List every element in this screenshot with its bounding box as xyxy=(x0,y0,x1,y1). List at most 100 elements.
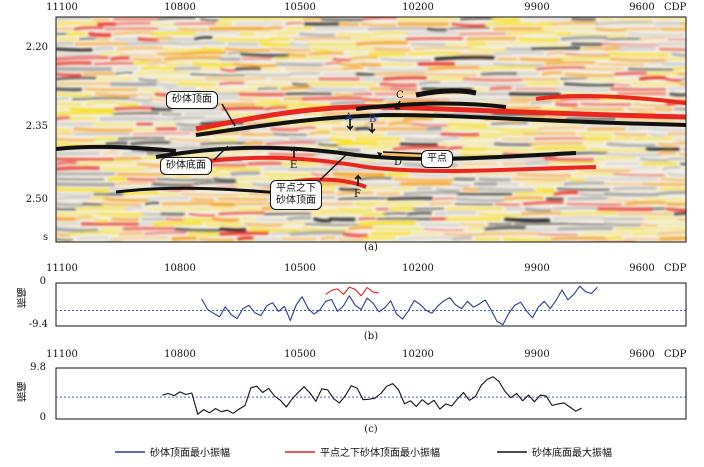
seismic-wavelet xyxy=(330,101,366,106)
seismic-wavelet xyxy=(151,107,173,112)
seismic-wavelet xyxy=(264,26,283,31)
panel-a-xtick: 10800 xyxy=(164,2,196,13)
seismic-wavelet xyxy=(76,161,134,166)
seismic-wavelet xyxy=(612,83,631,86)
seismic-wavelet xyxy=(226,112,255,117)
seismic-wavelet xyxy=(349,55,378,61)
seismic-wavelet xyxy=(56,47,93,52)
seismic-wavelet xyxy=(324,62,342,65)
seismic-wavelet xyxy=(510,97,562,102)
seismic-wavelet xyxy=(460,136,499,140)
seismic-wavelet xyxy=(219,17,267,21)
seismic-wavelet xyxy=(456,63,492,66)
seismic-wavelet xyxy=(268,153,318,156)
seismic-wavelet xyxy=(245,77,267,80)
seismic-wavelet xyxy=(425,72,478,77)
seismic-wavelet xyxy=(192,181,238,185)
seismic-wavelet xyxy=(386,131,441,136)
seismic-wavelet xyxy=(654,21,681,26)
seismic-wavelet xyxy=(484,225,527,231)
seismic-wavelet xyxy=(56,232,72,237)
seismic-wavelet xyxy=(443,136,460,141)
panel-b-xtick: 9900 xyxy=(524,263,550,274)
seismic-wavelet xyxy=(333,92,353,97)
panel-c-xtick: 10200 xyxy=(402,349,434,360)
seismic-wavelet xyxy=(603,222,642,227)
seismic-wavelet xyxy=(332,156,358,161)
seismic-wavelet xyxy=(607,198,639,202)
panel-b-xtick: 11100 xyxy=(46,263,78,274)
series-line xyxy=(201,285,598,326)
seismic-wavelet xyxy=(541,71,563,76)
seismic-wavelet xyxy=(56,76,97,81)
seismic-wavelet xyxy=(116,46,163,51)
seismic-wavelet xyxy=(133,61,150,66)
seismic-wavelet xyxy=(563,72,615,78)
seismic-wavelet xyxy=(348,226,373,231)
seismic-wavelet xyxy=(198,237,235,242)
seismic-wavelet xyxy=(181,51,226,56)
seismic-wavelet xyxy=(580,232,635,235)
seismic-wavelet xyxy=(115,67,138,70)
seismic-wavelet xyxy=(76,236,109,241)
seismic-wavelet xyxy=(295,126,317,130)
caption-c: (c) xyxy=(364,424,378,435)
seismic-wavelet xyxy=(627,126,657,131)
seismic-wavelet xyxy=(585,177,610,180)
seismic-wavelet xyxy=(270,48,311,52)
seismic-wavelet xyxy=(613,137,632,141)
seismic-wavelet xyxy=(357,158,374,162)
seismic-wavelet xyxy=(306,42,359,47)
callout-sand-bottom: 砂体底面 xyxy=(160,157,212,175)
seismic-wavelet xyxy=(608,52,670,57)
seismic-wavelet xyxy=(337,237,363,242)
seismic-wavelet xyxy=(662,166,681,170)
seismic-wavelet xyxy=(218,231,269,236)
seismic-wavelet xyxy=(644,217,675,220)
seismic-wavelet xyxy=(112,112,160,116)
seismic-wavelet xyxy=(359,62,382,67)
panel-c-ytick: 9.8 xyxy=(30,362,46,373)
seismic-wavelet xyxy=(673,66,686,71)
seismic-wavelet xyxy=(114,182,149,185)
seismic-wavelet xyxy=(447,122,488,127)
seismic-wavelet xyxy=(212,177,237,183)
seismic-wavelet xyxy=(110,237,169,240)
panel-a-xtick: 9600 xyxy=(629,2,655,13)
seismic-wavelet xyxy=(221,106,265,111)
seismic-wavelet xyxy=(551,236,607,241)
seismic-wavelet xyxy=(482,232,540,236)
seismic-wavelet xyxy=(443,233,485,236)
seismic-wavelet xyxy=(679,153,686,156)
seismic-wavelet xyxy=(56,87,83,92)
seismic-wavelet xyxy=(405,37,464,40)
seismic-wavelet xyxy=(104,141,128,146)
seismic-wavelet xyxy=(450,98,511,101)
seismic-wavelet xyxy=(259,31,278,35)
seismic-wavelet xyxy=(151,23,176,26)
seismic-wavelet xyxy=(519,57,563,62)
seismic-wavelet xyxy=(235,182,255,187)
seismic-wavelet xyxy=(102,152,120,155)
seismic-wavelet xyxy=(494,202,521,207)
seismic-wavelet xyxy=(564,53,610,57)
seismic-wavelet xyxy=(514,191,556,196)
seismic-wavelet xyxy=(503,217,551,223)
seismic-wavelet xyxy=(477,65,538,71)
seismic-wavelet xyxy=(406,31,458,36)
seismic-wavelet xyxy=(160,66,177,71)
seismic-wavelet xyxy=(557,227,614,231)
seismic-wavelet xyxy=(244,141,264,146)
seismic-wavelet xyxy=(530,46,581,51)
seismic-wavelet xyxy=(492,63,544,67)
seismic-wavelet xyxy=(156,17,196,20)
seismic-wavelet xyxy=(285,21,303,25)
seismic-wavelet xyxy=(337,197,388,200)
seismic-wavelet xyxy=(434,210,477,216)
seismic-wavelet xyxy=(288,137,333,143)
seismic-wavelet xyxy=(640,223,658,227)
seismic-wavelet xyxy=(455,197,504,202)
seismic-wavelet xyxy=(172,116,205,120)
legend-label-top: 砂体顶面最小振幅 xyxy=(150,448,230,459)
seismic-wavelet xyxy=(537,233,579,236)
